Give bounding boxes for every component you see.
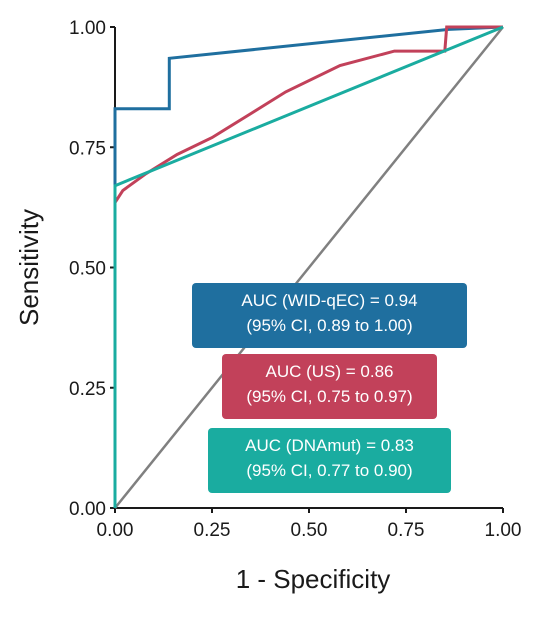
y-tick-label: 0.75 — [69, 138, 106, 159]
roc-curve-wid — [113, 25, 504, 508]
auc-text-us: (95% CI, 0.75 to 0.97) — [246, 387, 412, 406]
auc-box-dnamut — [208, 428, 451, 493]
x-tick-label: 1.00 — [485, 520, 522, 541]
auc-text-wid: (95% CI, 0.89 to 1.00) — [246, 316, 412, 335]
x-tick-label: 0.25 — [194, 520, 231, 541]
roc-curve-dnamut — [113, 25, 504, 508]
auc-text-dnamut: (95% CI, 0.77 to 0.90) — [246, 461, 412, 480]
x-tick-label: 0.75 — [388, 520, 425, 541]
x-tick-label: 0.50 — [291, 520, 328, 541]
auc-box-wid — [192, 283, 467, 348]
auc-text-us: AUC (US) = 0.86 — [265, 362, 393, 381]
roc-curve-us — [113, 25, 503, 204]
y-axis-title: Sensitivity — [14, 209, 44, 326]
y-tick-label: 1.00 — [69, 18, 106, 39]
auc-box-us — [222, 354, 437, 419]
auc-text-wid: AUC (WID-qEC) = 0.94 — [241, 291, 417, 310]
reference-diagonal-line — [114, 26, 504, 509]
y-tick-label: 0.25 — [69, 379, 106, 400]
x-tick-label: 0.00 — [97, 520, 134, 541]
auc-text-dnamut: AUC (DNAmut) = 0.83 — [245, 436, 414, 455]
y-tick-label: 0.00 — [69, 499, 106, 520]
y-tick-label: 0.50 — [69, 259, 106, 280]
x-axis-title: 1 - Specificity — [236, 564, 391, 594]
